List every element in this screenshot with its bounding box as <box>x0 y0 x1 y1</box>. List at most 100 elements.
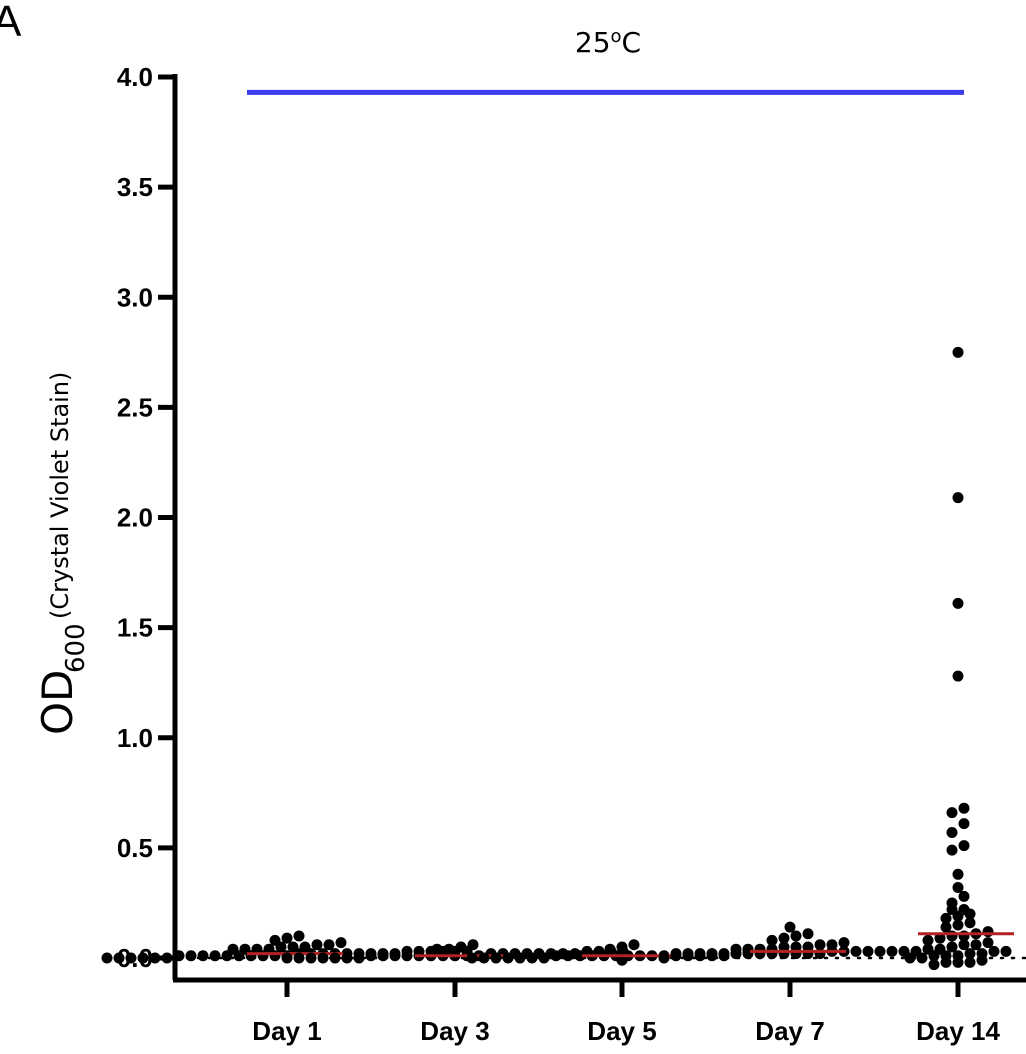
y-axis-label-main: OD <box>33 670 82 735</box>
data-point <box>952 670 964 682</box>
data-point <box>982 926 994 938</box>
data-point <box>964 917 976 929</box>
data-point <box>562 950 574 962</box>
data-point <box>305 952 317 964</box>
data-point <box>964 956 976 968</box>
data-point <box>616 954 628 966</box>
data-point <box>682 950 694 962</box>
data-point <box>377 950 389 962</box>
data-point <box>850 945 862 957</box>
data-point <box>502 952 514 964</box>
data-point <box>628 939 640 951</box>
data-point <box>982 937 994 949</box>
data-point <box>940 956 952 968</box>
data-point <box>958 802 970 814</box>
data-point <box>293 952 305 964</box>
data-point <box>658 952 670 964</box>
data-point <box>185 950 197 962</box>
data-point <box>401 950 413 962</box>
data-point <box>814 939 826 951</box>
data-point <box>964 908 976 920</box>
data-point <box>784 921 796 933</box>
y-tick-label: 1.5 <box>117 613 153 643</box>
x-category-label: Day 3 <box>420 1016 489 1046</box>
data-point <box>245 950 257 962</box>
title-unit: C <box>622 26 642 59</box>
data-point <box>964 948 976 960</box>
data-point <box>455 941 467 953</box>
data-point <box>706 950 718 962</box>
y-tick-label: 4.0 <box>117 62 153 92</box>
data-point <box>754 948 766 960</box>
data-point <box>269 950 281 962</box>
data-point <box>802 928 814 940</box>
data-point <box>862 945 874 957</box>
y-tick-label: 0.5 <box>117 833 153 863</box>
data-point <box>886 945 898 957</box>
data-point <box>766 934 778 946</box>
title-sup: o <box>611 26 622 47</box>
data-point <box>802 948 814 960</box>
data-point <box>329 952 341 964</box>
data-point <box>952 956 964 968</box>
y-axis-label-note: (Crystal Violet Stain) <box>46 372 74 619</box>
data-point <box>952 492 964 504</box>
data-point <box>730 948 742 960</box>
data-point <box>209 950 221 962</box>
data-point <box>275 941 287 953</box>
x-category-label: Day 1 <box>252 1016 321 1046</box>
data-point <box>838 937 850 949</box>
data-point <box>988 945 1000 957</box>
data-point <box>946 807 958 819</box>
data-point <box>149 952 161 964</box>
data-point <box>694 950 706 962</box>
data-point <box>197 950 209 962</box>
data-point <box>281 952 293 964</box>
y-tick-label: 1.0 <box>117 723 153 753</box>
data-point <box>952 910 964 922</box>
data-point <box>940 921 952 933</box>
data-point <box>940 912 952 924</box>
data-point <box>311 939 323 951</box>
data-point <box>335 937 347 949</box>
data-point <box>353 952 365 964</box>
title-base: 25 <box>575 26 611 59</box>
data-point <box>946 941 958 953</box>
data-point <box>514 952 526 964</box>
y-tick-label: 3.5 <box>117 172 153 202</box>
data-point <box>958 939 970 951</box>
data-point <box>946 930 958 942</box>
data-point <box>490 952 502 964</box>
x-category-label: Day 7 <box>755 1016 824 1046</box>
data-point <box>952 868 964 880</box>
data-point <box>101 952 113 964</box>
data-point <box>526 952 538 964</box>
y-tick-label: 3.0 <box>117 282 153 312</box>
data-point <box>173 950 185 962</box>
y-tick-label: 2.5 <box>117 392 153 422</box>
data-point <box>221 950 233 962</box>
data-point <box>946 844 958 856</box>
chart-title: 25oC <box>575 26 641 59</box>
data-point <box>790 930 802 942</box>
data-point <box>928 950 940 962</box>
data-point <box>922 934 934 946</box>
data-point <box>718 950 730 962</box>
data-point <box>766 948 778 960</box>
y-axis-label: OD 600 (Crystal Violet Stain) <box>33 372 91 735</box>
panel-label: A <box>0 0 22 46</box>
data-point <box>970 939 982 951</box>
data-point <box>928 959 940 971</box>
data-point <box>952 882 964 894</box>
data-point <box>934 932 946 944</box>
x-category-label: Day 14 <box>916 1016 1000 1046</box>
data-point <box>317 952 329 964</box>
y-tick-label: 2.0 <box>117 503 153 533</box>
data-point <box>778 932 790 944</box>
data-point <box>389 950 401 962</box>
data-point <box>125 952 137 964</box>
data-point <box>574 950 586 962</box>
data-point <box>538 952 550 964</box>
